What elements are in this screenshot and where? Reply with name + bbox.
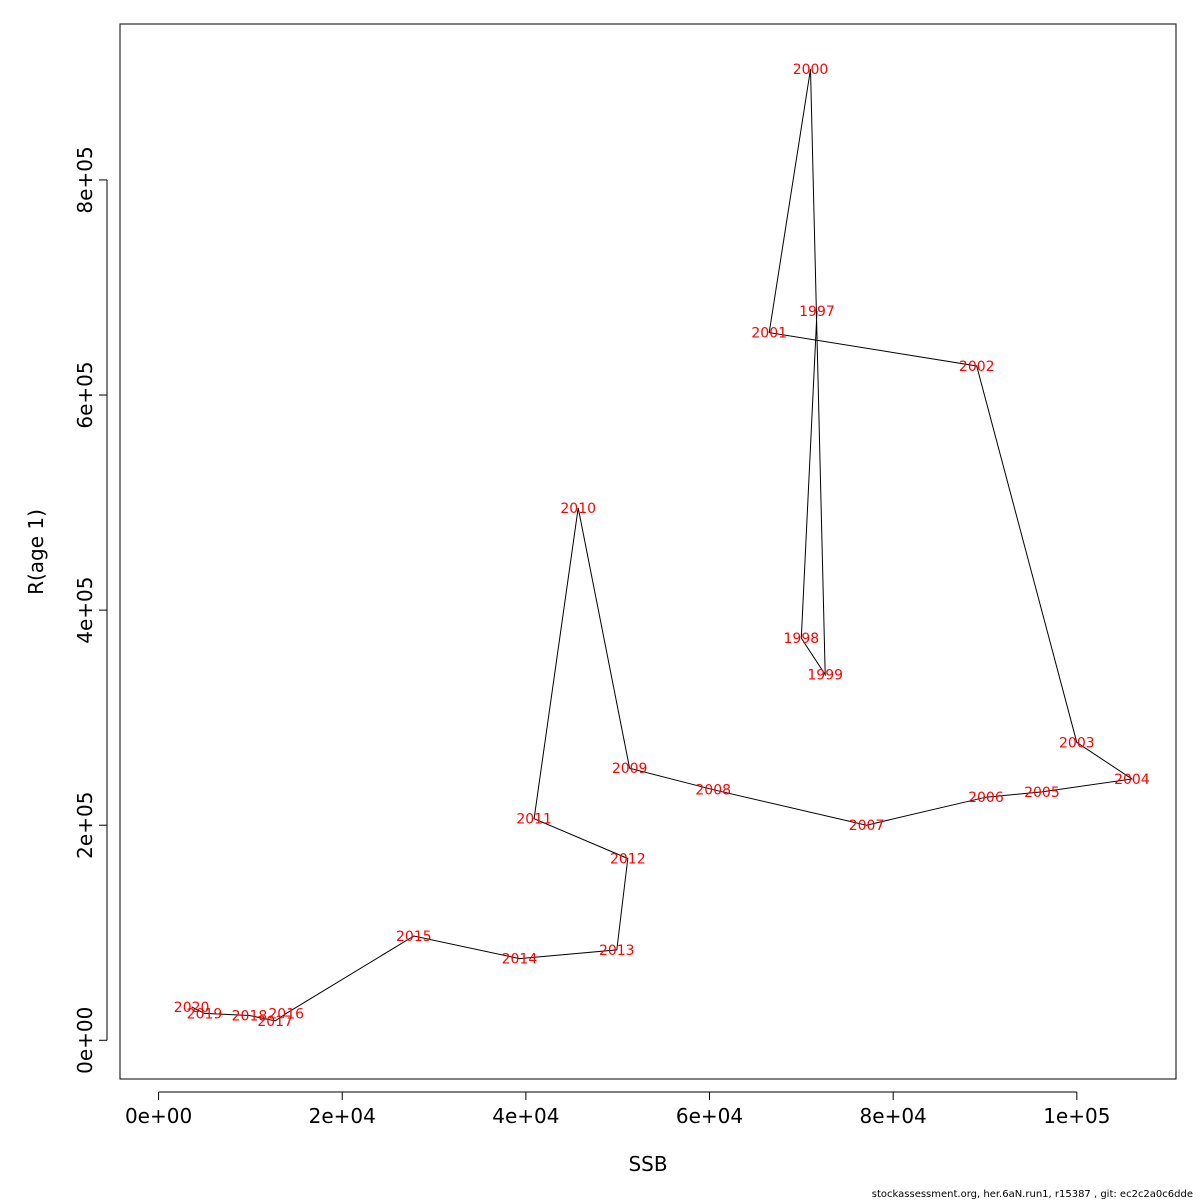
x-tick-label: 1e+05 (1043, 1104, 1110, 1128)
point-label-2005: 2005 (1024, 785, 1060, 801)
point-label-2001: 2001 (751, 326, 787, 342)
point-label-2007: 2007 (849, 818, 885, 834)
point-label-1998: 1998 (784, 631, 820, 647)
point-label-2006: 2006 (968, 790, 1004, 806)
point-label-1999: 1999 (807, 668, 843, 684)
point-label-2014: 2014 (502, 952, 538, 968)
plot-frame (119, 23, 1177, 1080)
x-axis: 0e+00 2e+04 4e+04 6e+04 8e+04 1e+05 (125, 1091, 1110, 1128)
x-tick-label: 2e+04 (309, 1104, 376, 1128)
point-label-2015: 2015 (396, 929, 432, 945)
point-label-2017: 2017 (257, 1014, 293, 1030)
point-label-2002: 2002 (959, 359, 995, 375)
point-labels: 1997 1998 1999 2000 2001 2002 2003 2004 2005 2006… (174, 62, 1150, 1030)
footer-text: stockassessment.org, her.6aN.run1, r1538… (872, 1189, 1193, 1200)
y-tick-label: 2e+05 (73, 792, 97, 859)
point-label-2010: 2010 (560, 501, 596, 517)
y-axis: 0e+00 2e+05 4e+05 6e+05 8e+05 (73, 146, 108, 1074)
point-label-2013: 2013 (599, 943, 635, 959)
point-label-2000: 2000 (793, 62, 829, 78)
point-label-1997: 1997 (799, 304, 835, 320)
point-label-2004: 2004 (1114, 772, 1150, 788)
point-label-2008: 2008 (695, 783, 731, 799)
point-label-2003: 2003 (1059, 735, 1095, 751)
y-axis-title: R(age 1) (24, 509, 48, 595)
y-tick-label: 8e+05 (73, 146, 97, 213)
point-label-2020: 2020 (174, 1000, 210, 1016)
point-label-2011: 2011 (516, 812, 552, 828)
x-tick-label: 6e+04 (676, 1104, 743, 1128)
x-axis-title: SSB (628, 1152, 667, 1176)
x-tick-label: 8e+04 (860, 1104, 927, 1128)
point-label-2018: 2018 (232, 1009, 268, 1025)
y-tick-label: 0e+00 (73, 1007, 97, 1074)
y-tick-label: 6e+05 (73, 361, 97, 428)
point-label-2019: 2019 (187, 1006, 223, 1022)
x-tick-label: 0e+00 (125, 1104, 192, 1128)
series-line (191, 69, 1134, 1022)
point-label-2009: 2009 (612, 761, 648, 777)
y-tick-label: 4e+05 (73, 576, 97, 643)
point-label-2016: 2016 (268, 1006, 304, 1022)
x-tick-label: 4e+04 (492, 1104, 559, 1128)
point-label-2012: 2012 (610, 852, 646, 868)
